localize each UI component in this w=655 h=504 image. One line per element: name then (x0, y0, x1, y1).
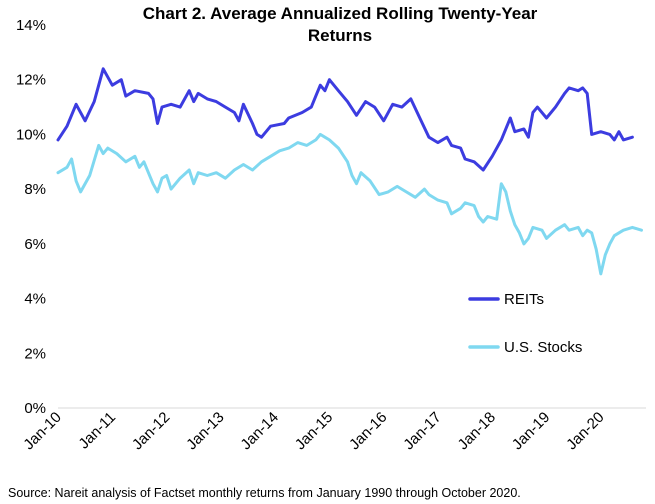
x-tick-label: Jan-11 (75, 409, 119, 453)
chart-title-line-1: Chart 2. Average Annualized Rolling Twen… (143, 4, 538, 23)
source-note: Source: Nareit analysis of Factset month… (8, 486, 521, 500)
y-tick-label: 6% (24, 236, 46, 253)
x-tick-label: Jan-15 (292, 409, 336, 453)
x-tick-label: Jan-18 (455, 409, 499, 453)
y-tick-label: 12% (16, 72, 46, 89)
legend-label-us-stocks: U.S. Stocks (504, 339, 582, 356)
x-tick-label: Jan-13 (183, 409, 227, 453)
x-tick-label: Jan-20 (563, 409, 607, 453)
x-tick-label: Jan-19 (509, 409, 553, 453)
legend: REITs U.S. Stocks (468, 291, 582, 356)
y-tick-label: 0% (24, 400, 46, 417)
y-tick-label: 14% (16, 17, 46, 34)
chart-title-line-2: Returns (308, 26, 372, 45)
x-axis-tick-labels: Jan-10 Jan-11 Jan-12 Jan-13 Jan-14 Jan-15 Jan-… (20, 409, 607, 453)
x-tick-label: Jan-16 (346, 409, 390, 453)
reits-line (56, 67, 634, 172)
us-stocks-line (56, 132, 643, 276)
y-tick-label: 8% (24, 181, 46, 198)
x-tick-label: Jan-14 (237, 409, 281, 453)
legend-label-reits: REITs (504, 291, 544, 308)
y-tick-label: 2% (24, 345, 46, 362)
y-tick-label: 10% (16, 126, 46, 143)
x-tick-label: Jan-12 (129, 409, 173, 453)
y-tick-label: 4% (24, 291, 46, 308)
series-lines (56, 67, 643, 276)
y-axis-tick-labels: 0% 2% 4% 6% 8% 10% 12% 14% (16, 17, 46, 417)
x-tick-label: Jan-17 (400, 409, 444, 453)
